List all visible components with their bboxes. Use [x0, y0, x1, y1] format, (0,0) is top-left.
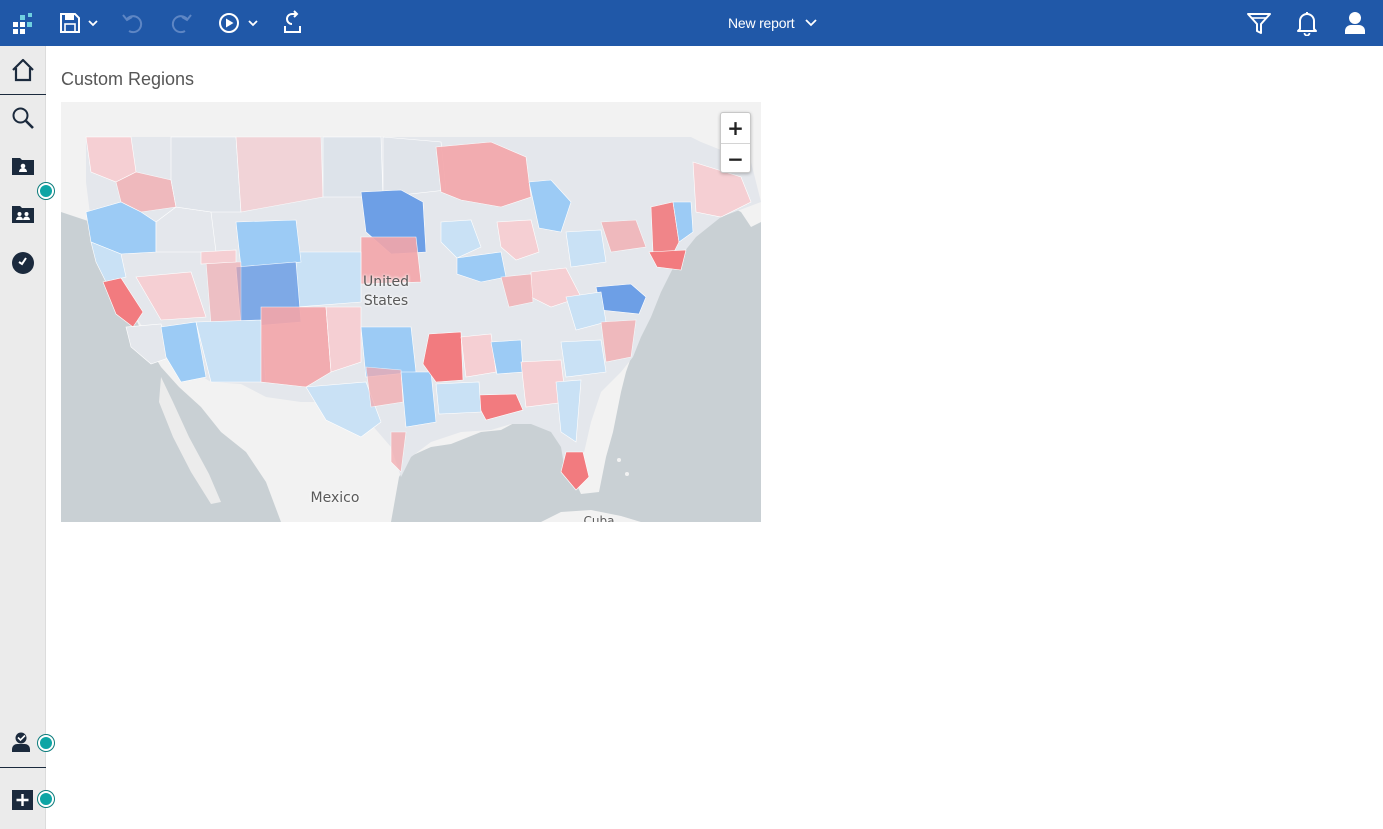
save-icon [60, 13, 98, 33]
page-title: Custom Regions [61, 69, 195, 89]
run-button[interactable] [214, 0, 262, 46]
zoom-out-button[interactable]: − [721, 143, 750, 173]
app-switcher-button[interactable] [6, 0, 38, 46]
left-navigation-rail [0, 46, 54, 829]
new-badge [38, 791, 54, 807]
search-button[interactable] [0, 95, 46, 141]
user-profile-button[interactable] [1338, 0, 1372, 46]
portal-badge [38, 735, 54, 751]
my-content-button[interactable] [0, 143, 46, 189]
app-header: New report [0, 0, 1383, 46]
undo-button[interactable] [118, 0, 150, 46]
team-folder-icon [12, 206, 34, 223]
add-icon [12, 790, 33, 810]
rail-divider [0, 94, 46, 95]
play-icon [219, 13, 258, 33]
share-icon [284, 10, 301, 33]
user-check-icon [12, 732, 30, 752]
map-canvas [61, 102, 761, 522]
personal-folder-icon [12, 158, 34, 175]
recent-clock-icon [12, 252, 34, 274]
map-label-mexico: Mexico [310, 490, 360, 506]
zoom-in-button[interactable]: + [727, 116, 744, 140]
redo-icon [171, 14, 192, 34]
cuba-land [541, 510, 641, 522]
new-content-badge [38, 183, 54, 199]
team-content-button[interactable] [0, 191, 46, 237]
new-button[interactable] [0, 777, 46, 823]
rail-divider [0, 767, 46, 768]
chevron-down-icon [805, 19, 818, 27]
app-grid-icon [13, 13, 32, 34]
home-icon [12, 58, 34, 82]
user-icon [1345, 12, 1365, 34]
search-icon [12, 107, 34, 129]
home-button[interactable] [0, 47, 46, 93]
bell-icon [1297, 12, 1317, 36]
map-label-united-states: United States [363, 274, 409, 309]
recent-button[interactable] [0, 240, 46, 286]
notifications-button[interactable] [1290, 0, 1324, 46]
filter-icon [1247, 13, 1271, 34]
choropleth-regions [85, 136, 752, 491]
zoom-control: + − [720, 112, 751, 173]
map-label-cuba: Cuba [583, 514, 615, 522]
redo-button[interactable] [164, 0, 196, 46]
undo-icon [122, 14, 143, 34]
my-portal-button[interactable] [0, 719, 46, 765]
report-title: New report [728, 15, 795, 31]
filter-button[interactable] [1242, 0, 1276, 46]
save-button[interactable] [56, 0, 102, 46]
share-button[interactable] [276, 0, 308, 46]
report-title-menu[interactable]: New report [728, 0, 818, 46]
map-visualization[interactable]: United States Mexico Cuba + − [61, 102, 761, 522]
